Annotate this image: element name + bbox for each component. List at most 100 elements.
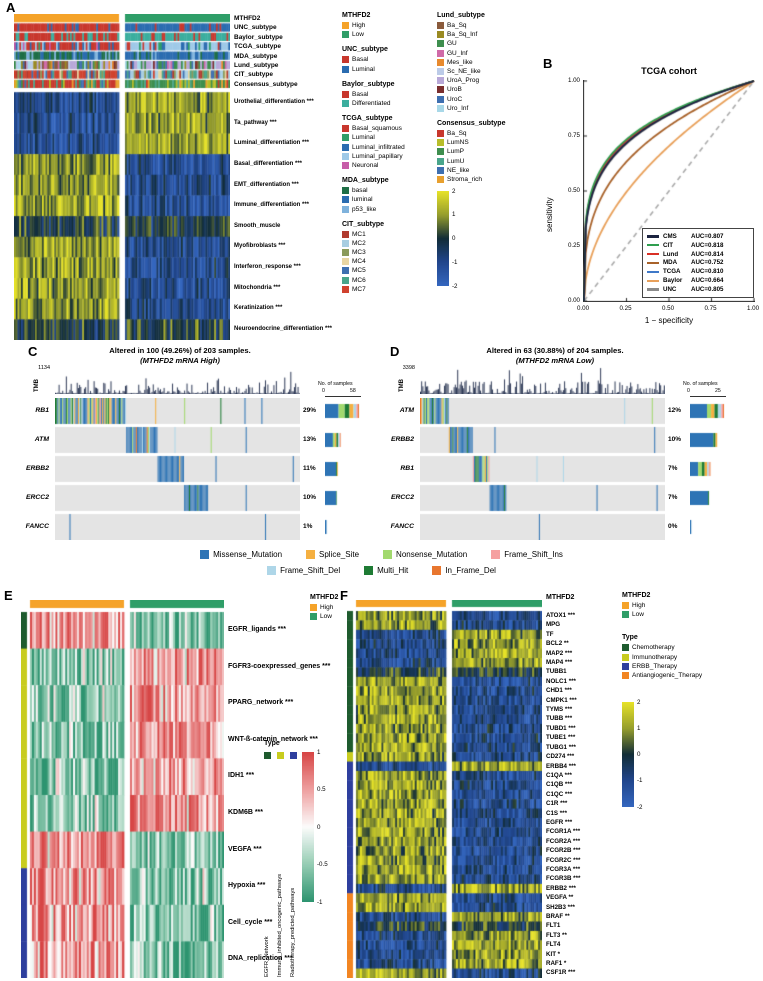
mutation-legend-label: Nonsense_Mutation — [396, 550, 468, 559]
row-label: ATM — [399, 407, 414, 414]
legend-item-label: UroB — [447, 86, 462, 94]
legend-item-label: EGFR_Network — [264, 936, 270, 977]
panel-f-legends: MTHFD2 High Low Type Chemotherapy Immunothera… — [622, 592, 732, 827]
row-label: MTHFD2 — [234, 15, 261, 22]
legend-item: Stroma_rich — [437, 175, 505, 184]
legend-item: Luminal_papillary — [342, 152, 405, 161]
legend-item-label: Basal — [352, 56, 369, 64]
legend-swatch — [277, 752, 284, 759]
mutation-legend-swatch — [306, 550, 316, 559]
roc-xtick: 0.75 — [704, 305, 717, 312]
legend-swatch — [437, 86, 444, 94]
legend-item: Mes_like — [437, 58, 505, 67]
legend-item-label: ERBB_Therapy — [632, 662, 678, 670]
legend-item-label: LumNS — [447, 139, 469, 147]
legend-item-label: Basal_squamous — [352, 125, 402, 133]
legend-item-label: Differentiated — [352, 100, 391, 108]
roc-legend-row: Baylor AUC=0.664 — [647, 276, 749, 285]
legend-item: GU — [437, 39, 505, 48]
legend-swatch — [437, 157, 444, 165]
legend-item: MC5 — [342, 266, 405, 275]
panel-d-samples-axis-min: 0 — [687, 388, 690, 394]
legend-swatch — [437, 104, 444, 112]
legend-item: Luminal — [342, 133, 405, 142]
row-label: FGFR3-coexpressed_genes *** — [228, 662, 331, 670]
roc-legend-swatch — [647, 270, 659, 274]
panel-c-tmb-max: 1134 — [38, 365, 50, 371]
roc-xtick: 0.00 — [576, 305, 590, 312]
legend-item-label: Luminal_papillary — [352, 152, 403, 160]
row-label: PPARG_network *** — [228, 699, 294, 707]
legend-item-label: MC2 — [352, 239, 366, 247]
row-label: C1QC *** — [546, 790, 573, 798]
legend-item-label: Ba_Sq — [447, 22, 467, 30]
row-label: TUBB1 — [546, 668, 567, 676]
row-label: VEGFA ** — [546, 894, 574, 902]
row-label: RAF1 * — [546, 960, 567, 968]
legend-swatch — [622, 644, 629, 652]
row-label: NOLC1 *** — [546, 677, 576, 685]
roc-legend-auc: AUC=0.818 — [691, 241, 724, 249]
row-label: TUBD1 *** — [546, 724, 576, 732]
legend-title: Type — [264, 740, 280, 747]
legend-item: Luminal — [342, 65, 405, 74]
mutation-legend-item: In_Frame_Del — [432, 566, 496, 575]
legend-item-label: GU — [447, 40, 457, 48]
legend-swatch — [437, 31, 444, 39]
row-label: C1QB *** — [546, 781, 573, 789]
colorbar-tick: 1 — [317, 748, 321, 756]
legend-title: MTHFD2 — [622, 592, 651, 599]
legend-swatch — [437, 175, 444, 183]
legend-swatch — [622, 653, 629, 661]
row-label: FCGR1A *** — [546, 828, 581, 836]
row-label: 7% — [668, 494, 678, 501]
row-label: BCL2 ** — [546, 640, 569, 648]
panel-f-annotation-title: MTHFD2 — [546, 594, 575, 601]
colorbar-tick: 0.5 — [317, 786, 326, 793]
panel-c-sample-bars — [325, 398, 361, 540]
legend-item: Basal_squamous — [342, 124, 405, 133]
row-label: 10% — [668, 436, 682, 443]
legend-item-label: Neuronal — [352, 161, 379, 169]
legend-item: UroC — [437, 95, 505, 104]
row-label: CHD1 *** — [546, 687, 572, 695]
roc-legend-name: Baylor — [663, 277, 683, 285]
legend-item-label: Sc_NE_like — [447, 68, 481, 76]
row-label: Baylor_subtype — [234, 33, 283, 41]
legend-swatch — [342, 239, 349, 247]
roc-xlabel: 1 − specificity — [644, 316, 694, 325]
row-label: TUBE1 *** — [546, 734, 576, 742]
legend-group: UNC_subtype Basal Luminal — [342, 46, 405, 73]
legend-item-label: Immunotherapy — [632, 653, 678, 661]
mutation-legend-swatch — [432, 566, 442, 575]
legend-group: MTHFD2 High Low — [342, 12, 405, 39]
row-label: WNT-ß-catenin_network *** — [228, 735, 318, 743]
panel-c-gene-labels: RB1 ATM ERBB2 ERCC2 FANCC — [0, 398, 52, 543]
legend-swatch — [342, 100, 349, 108]
panel-c-percent-labels: 29% 13% 11% 10% 1% — [303, 398, 316, 543]
legend-item-label: Stroma_rich — [447, 175, 483, 183]
legend-swatch — [437, 22, 444, 30]
roc-ytick: 0.25 — [567, 242, 580, 249]
legend-item: Uro_Inf — [437, 104, 505, 113]
row-label: TUBG1 *** — [546, 743, 576, 751]
row-label: VEGFA *** — [228, 845, 262, 853]
panel-e-label: E — [4, 588, 13, 603]
row-label: FCGR3A *** — [546, 865, 581, 873]
legend-swatch — [622, 611, 629, 619]
legend-item: Sc_NE_like — [437, 67, 505, 76]
legend-item-label: LumU — [447, 157, 465, 165]
legend-swatch — [342, 65, 349, 73]
row-label: ERBB2 — [25, 465, 49, 472]
mutation-legend-row-1: Missense_Mutation Splice_Site Nonsense_Mut… — [40, 550, 723, 559]
row-label: Smooth_muscle — [234, 222, 281, 229]
panel-f-gene-labels: ATOX1 *** MPG TF BCL2 ** MAP2 *** MAP4 *** TUB… — [546, 611, 580, 978]
legend-item-label: MC4 — [352, 258, 366, 266]
panel-a-heatmap — [14, 14, 230, 340]
mutation-legend-swatch — [364, 566, 374, 575]
legend-item-label: GU_Inf — [447, 49, 468, 57]
row-label: EGFR_ligands *** — [228, 626, 286, 633]
legend-swatch — [342, 22, 349, 30]
panel-f-colorbar: 2 1 0 -1 -2 — [622, 699, 664, 827]
